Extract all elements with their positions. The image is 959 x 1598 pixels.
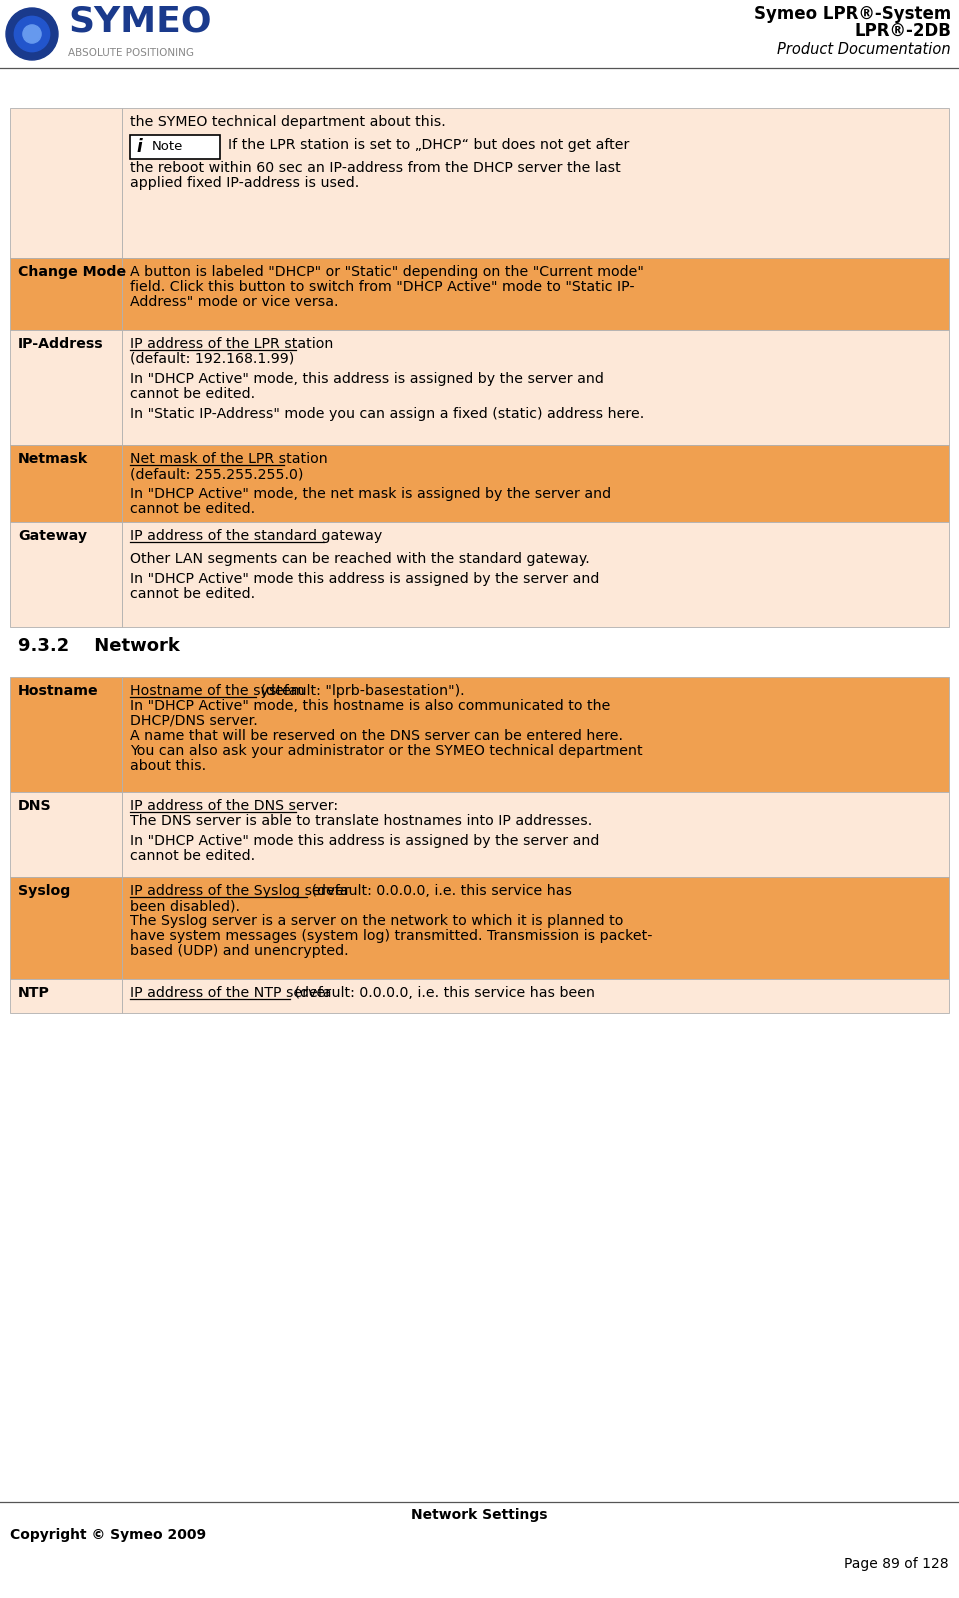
Bar xyxy=(10,877,122,980)
Text: Hostname: Hostname xyxy=(18,684,99,698)
Bar xyxy=(10,109,122,257)
Text: ABSOLUTE POSITIONING: ABSOLUTE POSITIONING xyxy=(68,48,194,58)
Text: cannot be edited.: cannot be edited. xyxy=(130,387,255,401)
Text: have system messages (system log) transmitted. Transmission is packet-: have system messages (system log) transm… xyxy=(130,928,652,943)
Text: DNS: DNS xyxy=(18,799,52,813)
Text: DHCP/DNS server.: DHCP/DNS server. xyxy=(130,714,258,729)
Bar xyxy=(10,793,122,877)
Text: cannot be edited.: cannot be edited. xyxy=(130,849,255,863)
Text: Netmask: Netmask xyxy=(18,452,88,467)
Text: i: i xyxy=(136,137,142,157)
Text: In "DHCP Active" mode this address is assigned by the server and: In "DHCP Active" mode this address is as… xyxy=(130,834,599,849)
Text: (default: 0.0.0.0, i.e. this service has been: (default: 0.0.0.0, i.e. this service has… xyxy=(290,986,595,1000)
Bar xyxy=(122,678,949,793)
Text: IP-Address: IP-Address xyxy=(18,337,104,352)
Text: (default: 192.168.1.99): (default: 192.168.1.99) xyxy=(130,352,294,366)
Text: IP address of the LPR station: IP address of the LPR station xyxy=(130,337,334,352)
Bar xyxy=(122,331,949,444)
Text: Copyright © Symeo 2009: Copyright © Symeo 2009 xyxy=(10,1528,206,1542)
Circle shape xyxy=(23,26,41,43)
Text: based (UDP) and unencrypted.: based (UDP) and unencrypted. xyxy=(130,944,349,957)
Text: In "DHCP Active" mode, this address is assigned by the server and: In "DHCP Active" mode, this address is a… xyxy=(130,372,604,387)
Circle shape xyxy=(14,16,50,51)
Text: Net mask of the LPR station: Net mask of the LPR station xyxy=(130,452,328,467)
Text: Gateway: Gateway xyxy=(18,529,87,543)
Text: about this.: about this. xyxy=(130,759,206,773)
Bar xyxy=(122,877,949,980)
Bar xyxy=(122,444,949,523)
Text: cannot be edited.: cannot be edited. xyxy=(130,502,255,516)
Text: applied fixed IP-address is used.: applied fixed IP-address is used. xyxy=(130,176,360,190)
Text: IP address of the standard gateway: IP address of the standard gateway xyxy=(130,529,383,543)
Text: 9.3.2    Network: 9.3.2 Network xyxy=(18,638,180,655)
Text: Page 89 of 128: Page 89 of 128 xyxy=(844,1556,949,1571)
Bar xyxy=(122,523,949,626)
Bar xyxy=(10,678,122,793)
Text: If the LPR station is set to „DHCP“ but does not get after: If the LPR station is set to „DHCP“ but … xyxy=(228,137,629,152)
Circle shape xyxy=(6,8,58,61)
Bar xyxy=(10,523,122,626)
Text: IP address of the Syslog server: IP address of the Syslog server xyxy=(130,884,350,898)
Text: the SYMEO technical department about this.: the SYMEO technical department about thi… xyxy=(130,115,446,129)
Text: The Syslog server is a server on the network to which it is planned to: The Syslog server is a server on the net… xyxy=(130,914,623,928)
Text: In "Static IP-Address" mode you can assign a fixed (static) address here.: In "Static IP-Address" mode you can assi… xyxy=(130,407,644,420)
Text: field. Click this button to switch from "DHCP Active" mode to "Static IP-: field. Click this button to switch from … xyxy=(130,280,635,294)
Text: LPR®-2DB: LPR®-2DB xyxy=(854,22,951,40)
Bar xyxy=(10,331,122,444)
Bar xyxy=(130,134,220,158)
Text: (default: 0.0.0.0, i.e. this service has: (default: 0.0.0.0, i.e. this service has xyxy=(307,884,573,898)
Text: A name that will be reserved on the DNS server can be entered here.: A name that will be reserved on the DNS … xyxy=(130,729,623,743)
Text: Address" mode or vice versa.: Address" mode or vice versa. xyxy=(130,296,339,308)
Text: Symeo LPR®-System: Symeo LPR®-System xyxy=(754,5,951,22)
Text: Hostname of the system: Hostname of the system xyxy=(130,684,305,698)
Text: Network Settings: Network Settings xyxy=(410,1509,548,1521)
Bar xyxy=(122,793,949,877)
Text: cannot be edited.: cannot be edited. xyxy=(130,586,255,601)
Text: NTP: NTP xyxy=(18,986,50,1000)
Text: Note: Note xyxy=(152,141,183,153)
Text: IP address of the NTP server: IP address of the NTP server xyxy=(130,986,331,1000)
Text: Change Mode: Change Mode xyxy=(18,265,127,280)
Text: In "DHCP Active" mode, this hostname is also communicated to the: In "DHCP Active" mode, this hostname is … xyxy=(130,698,610,713)
Text: Syslog: Syslog xyxy=(18,884,70,898)
Bar xyxy=(10,444,122,523)
Bar xyxy=(122,257,949,331)
Text: SYMEO: SYMEO xyxy=(68,5,212,38)
Text: IP address of the DNS server:: IP address of the DNS server: xyxy=(130,799,339,813)
Bar xyxy=(10,980,122,1013)
Text: In "DHCP Active" mode this address is assigned by the server and: In "DHCP Active" mode this address is as… xyxy=(130,572,599,586)
Text: A button is labeled "DHCP" or "Static" depending on the "Current mode": A button is labeled "DHCP" or "Static" d… xyxy=(130,265,643,280)
Bar xyxy=(10,257,122,331)
Text: been disabled).: been disabled). xyxy=(130,900,240,912)
Text: In "DHCP Active" mode, the net mask is assigned by the server and: In "DHCP Active" mode, the net mask is a… xyxy=(130,487,611,502)
Text: Other LAN segments can be reached with the standard gateway.: Other LAN segments can be reached with t… xyxy=(130,551,590,566)
Text: (default: "lprb-basestation").: (default: "lprb-basestation"). xyxy=(256,684,464,698)
Text: The DNS server is able to translate hostnames into IP addresses.: The DNS server is able to translate host… xyxy=(130,813,593,828)
Text: You can also ask your administrator or the SYMEO technical department: You can also ask your administrator or t… xyxy=(130,745,643,757)
Text: (default: 255.255.255.0): (default: 255.255.255.0) xyxy=(130,467,303,481)
Text: Product Documentation: Product Documentation xyxy=(778,42,951,58)
Bar xyxy=(0,0,959,69)
Text: the reboot within 60 sec an IP-address from the DHCP server the last: the reboot within 60 sec an IP-address f… xyxy=(130,161,620,176)
Bar xyxy=(122,109,949,257)
Bar xyxy=(122,980,949,1013)
